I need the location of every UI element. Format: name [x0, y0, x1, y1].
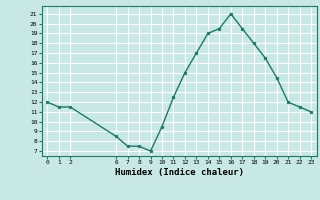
X-axis label: Humidex (Indice chaleur): Humidex (Indice chaleur)	[115, 168, 244, 177]
